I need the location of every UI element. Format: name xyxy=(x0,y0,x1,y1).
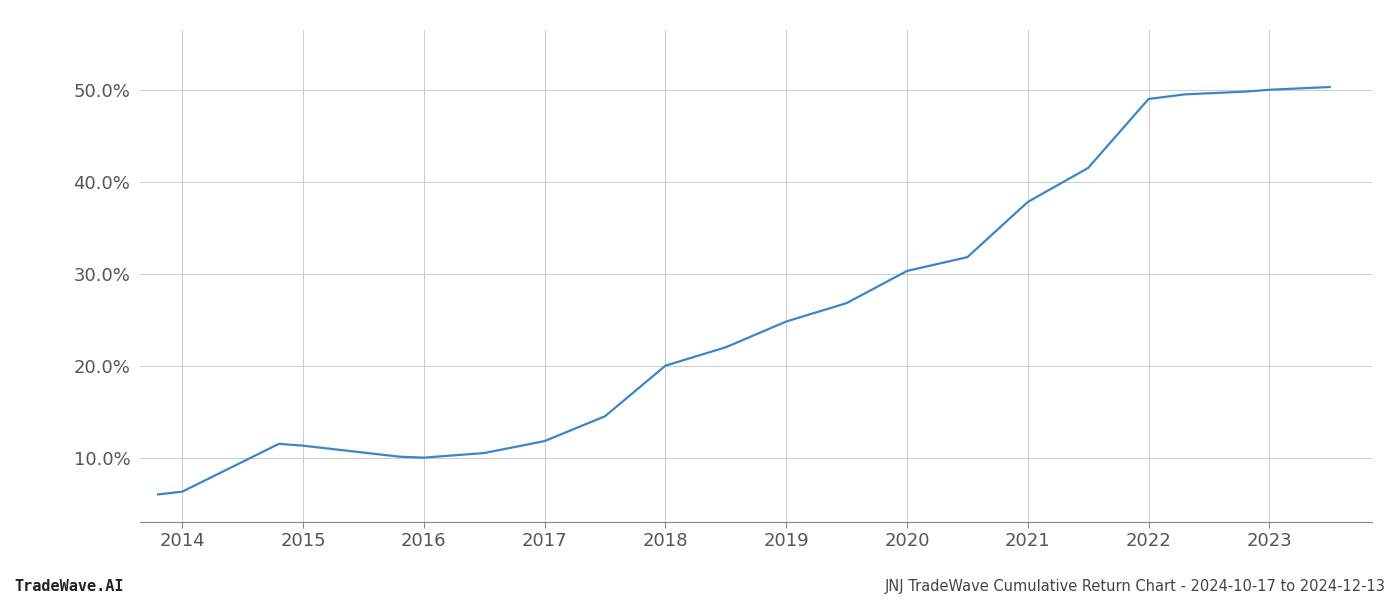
Text: TradeWave.AI: TradeWave.AI xyxy=(14,579,123,594)
Text: JNJ TradeWave Cumulative Return Chart - 2024-10-17 to 2024-12-13: JNJ TradeWave Cumulative Return Chart - … xyxy=(885,579,1386,594)
